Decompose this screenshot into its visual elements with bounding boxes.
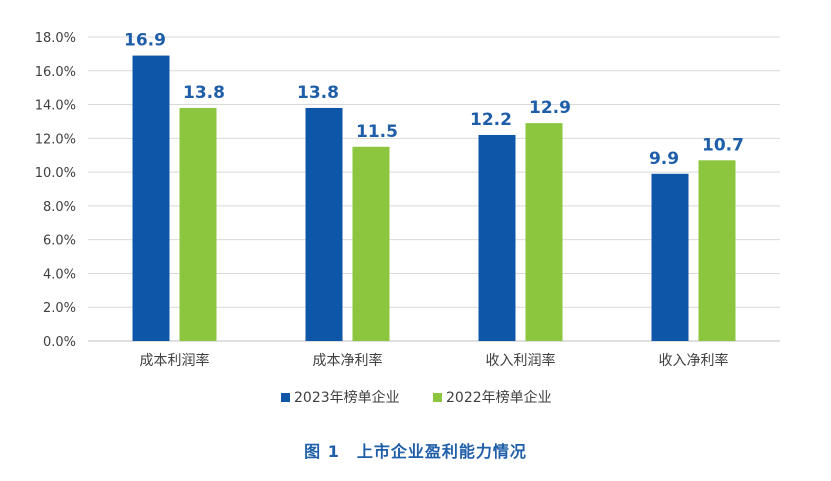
bar xyxy=(478,134,516,341)
figure-caption: 图 1 上市企业盈利能力情况 xyxy=(304,442,527,461)
y-tick-label: 2.0% xyxy=(43,301,76,316)
bar xyxy=(352,146,390,341)
data-label: 10.7 xyxy=(702,135,744,155)
bar xyxy=(305,107,343,341)
legend-swatch xyxy=(433,393,442,402)
y-tick-label: 12.0% xyxy=(35,132,76,147)
y-tick-label: 16.0% xyxy=(35,65,76,80)
category-label: 收入利润率 xyxy=(486,352,556,369)
y-tick-label: 0.0% xyxy=(43,335,76,350)
y-tick-label: 18.0% xyxy=(35,31,76,46)
data-label: 9.9 xyxy=(649,149,679,169)
data-label: 16.9 xyxy=(124,31,166,51)
bar xyxy=(525,123,563,341)
category-label: 收入净利率 xyxy=(659,352,729,369)
category-label: 成本净利率 xyxy=(313,352,383,369)
y-tick-label: 4.0% xyxy=(43,267,76,282)
y-tick-label: 8.0% xyxy=(43,200,76,215)
category-label: 成本利润率 xyxy=(140,352,210,369)
y-tick-label: 6.0% xyxy=(43,234,76,249)
y-tick-label: 10.0% xyxy=(35,166,76,181)
bar xyxy=(132,55,170,341)
bar xyxy=(698,160,736,341)
legend-label: 2023年榜单企业 xyxy=(294,389,400,406)
data-label: 13.8 xyxy=(297,83,339,103)
legend-swatch xyxy=(281,393,290,402)
data-label: 11.5 xyxy=(356,122,398,142)
legend-label: 2022年榜单企业 xyxy=(446,389,552,406)
bar xyxy=(179,107,217,341)
data-label: 13.8 xyxy=(183,83,225,103)
bar xyxy=(651,173,689,341)
data-label: 12.9 xyxy=(529,98,571,118)
y-tick-label: 14.0% xyxy=(35,99,76,114)
data-label: 12.2 xyxy=(470,110,512,130)
